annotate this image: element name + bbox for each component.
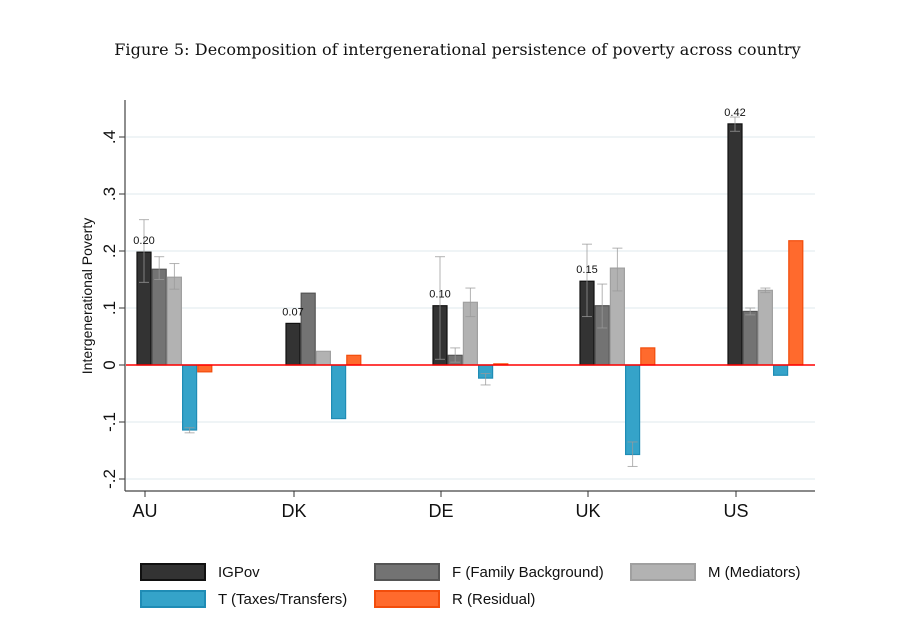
bar-r-au	[197, 364, 213, 373]
bar-m-au	[166, 276, 182, 366]
legend-item-residual: R (Residual)	[374, 590, 535, 608]
legend-item-taxes-transfers: T (Taxes/Transfers)	[140, 590, 347, 608]
y-tick-label: .4	[100, 130, 119, 144]
y-tick-label: .2	[100, 244, 119, 258]
data-label-igpov: 0.15	[576, 264, 597, 276]
legend-label: R (Residual)	[452, 590, 536, 608]
bar-t-au	[182, 364, 198, 431]
legend-label: T (Taxes/Transfers)	[218, 590, 348, 608]
x-tick-label: DE	[428, 501, 453, 521]
legend-item-igpov: IGPov	[140, 563, 260, 581]
data-label-igpov: 0.07	[282, 306, 303, 318]
legend-swatch	[140, 563, 206, 581]
bar-t-us	[772, 364, 789, 376]
y-axis-label: Intergenerational Poverty	[79, 218, 95, 374]
legend-swatch	[374, 590, 440, 608]
y-tick-label: -.1	[100, 412, 119, 432]
bar-igpov-us	[727, 123, 743, 366]
data-labels: 0.20 0.07 0.10 0.15 0.42	[133, 107, 745, 319]
legend-swatch	[140, 590, 206, 608]
bar-t-dk	[331, 364, 347, 420]
legend-label: M (Mediators)	[708, 563, 801, 581]
y-tick-label: 0	[100, 360, 119, 369]
legend-label: IGPov	[218, 563, 260, 581]
legend-swatch	[374, 563, 440, 581]
x-tick-label: AU	[132, 501, 157, 521]
bar-f-au	[151, 268, 167, 366]
legend-label: F (Family Background)	[452, 563, 604, 581]
bar-igpov-dk	[285, 322, 301, 366]
legend-swatch	[630, 563, 696, 581]
x-tick-label: UK	[575, 501, 600, 521]
bar-f-dk	[300, 292, 316, 366]
x-tick-label: DK	[281, 501, 306, 521]
bar-r-dk	[346, 354, 362, 366]
axes: -.2 -.1 0 .1 .2 .3 .4 AU DK DE UK US	[100, 100, 815, 521]
figure-title: Figure 5: Decomposition of intergenerati…	[114, 40, 801, 59]
bar-t-uk	[624, 364, 641, 456]
bar-m-dk	[315, 350, 331, 366]
data-label-igpov: 0.20	[133, 235, 154, 247]
x-tick-label: US	[723, 501, 748, 521]
legend: IGPov F (Family Background) M (Mediators…	[140, 563, 830, 615]
legend-item-family-background: F (Family Background)	[374, 563, 604, 581]
error-bars	[139, 116, 771, 467]
legend-item-mediators: M (Mediators)	[630, 563, 801, 581]
bar-m-us	[757, 289, 774, 366]
bar-f-us	[742, 310, 758, 366]
data-label-igpov: 0.10	[429, 289, 450, 301]
bar-r-uk	[640, 347, 656, 366]
y-tick-label: -.2	[100, 469, 119, 489]
y-tick-label: .1	[100, 301, 119, 315]
bar-r-us	[788, 240, 804, 366]
y-tick-label: .3	[100, 187, 119, 201]
data-label-igpov: 0.42	[724, 107, 745, 119]
